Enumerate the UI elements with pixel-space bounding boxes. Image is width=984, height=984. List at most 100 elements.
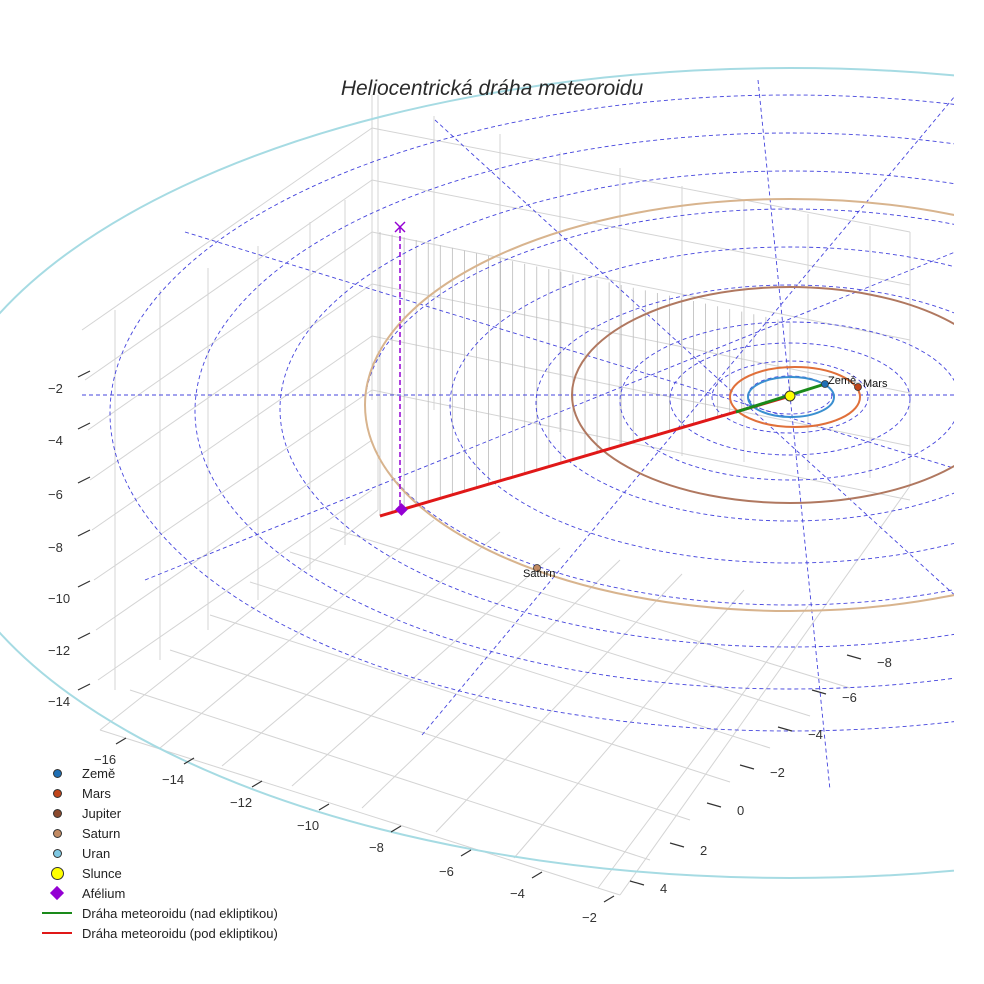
legend-symbol (40, 923, 74, 943)
axis-grid (81, 95, 911, 896)
legend-item[interactable]: Země (40, 763, 278, 783)
ref-line (184, 231, 954, 469)
mars-label: Mars (863, 378, 888, 390)
legend-label: Mars (82, 785, 111, 801)
x-tick-mark (183, 757, 195, 765)
ref-circle (364, 208, 954, 606)
legend: Země Mars Jupiter Saturn Uran Slunce Afélium Dr… (40, 763, 278, 943)
aphelion-marker (395, 503, 408, 516)
y-tick-label: −4 (808, 727, 823, 742)
legend-label: Jupiter (82, 805, 122, 821)
y-tick-label: −8 (877, 655, 892, 670)
ref-circle (194, 132, 954, 690)
y-tick-label: −6 (842, 690, 857, 705)
x-tick-label: −4 (510, 886, 525, 901)
ref-line (757, 79, 831, 791)
legend-item[interactable]: Mars (40, 783, 278, 803)
ecliptic-reference-grid (82, 79, 954, 791)
legend-item[interactable]: Saturn (40, 823, 278, 843)
mars-marker (854, 383, 862, 391)
ref-circle (449, 246, 954, 564)
legend-item[interactable]: Uran (40, 843, 278, 863)
saturn-label: Saturn (523, 568, 555, 580)
x-tick-mark (115, 737, 127, 745)
sun-marker (784, 390, 796, 402)
z-tick-mark (77, 422, 91, 430)
ref-line (434, 119, 954, 596)
legend-symbol (40, 903, 74, 923)
y-tick-mark (811, 689, 827, 695)
legend-item[interactable]: Jupiter (40, 803, 278, 823)
x-tick-label: −16 (94, 752, 116, 767)
legend-item[interactable]: Dráha meteoroidu (pod ekliptikou) (40, 923, 278, 943)
z-tick-label: −14 (48, 694, 70, 709)
x-tick-mark (603, 895, 615, 903)
x-tick-mark (251, 780, 263, 788)
x-tick-mark (460, 849, 472, 857)
legend-label: Saturn (82, 825, 121, 841)
y-tick-mark (777, 726, 793, 732)
legend-symbol (40, 883, 74, 903)
legend-symbol (40, 783, 74, 803)
saturn-marker (533, 564, 541, 572)
jupiter-orbit (571, 286, 954, 504)
z-tick-label: −2 (48, 381, 63, 396)
legend-symbol (40, 843, 74, 863)
mars-orbit (729, 366, 861, 428)
trajectory-below-ecliptic (379, 394, 791, 518)
y-tick-label: −2 (770, 765, 785, 780)
legend-symbol (40, 803, 74, 823)
chart-title: Heliocentrická dráha meteoroidu (341, 77, 644, 100)
ref-circle (711, 360, 869, 434)
trajectory-above-ecliptic (735, 382, 826, 414)
legend-item[interactable]: Afélium (40, 883, 278, 903)
x-tick-mark (531, 871, 543, 879)
y-tick-label: 4 (660, 881, 667, 896)
uranus-orbit (0, 67, 954, 879)
legend-label: Dráha meteoroidu (nad ekliptikou) (82, 905, 278, 921)
ref-circle (535, 284, 954, 522)
legend-label: Afélium (82, 885, 126, 901)
ref-circle (279, 170, 954, 648)
legend-symbol (40, 823, 74, 843)
ref-circle (669, 342, 911, 456)
earth-label: Země (828, 375, 856, 387)
x-tick-mark (390, 825, 402, 833)
y-tick-mark (846, 654, 862, 660)
x-tick-label: −14 (162, 772, 184, 787)
x-tick-label: −6 (439, 864, 454, 879)
y-tick-label: 0 (737, 803, 744, 818)
z-tick-mark (77, 683, 91, 691)
z-tick-mark (77, 476, 91, 484)
z-tick-mark (77, 370, 91, 378)
ref-line (144, 251, 954, 581)
z-tick-label: −8 (48, 540, 63, 555)
x-tick-label: −2 (582, 910, 597, 925)
ref-line (421, 96, 954, 736)
z-tick-label: −10 (48, 591, 70, 606)
legend-item[interactable]: Dráha meteoroidu (nad ekliptikou) (40, 903, 278, 923)
legend-label: Uran (82, 845, 111, 861)
x-tick-mark (318, 803, 330, 811)
y-tick-mark (629, 880, 645, 886)
z-tick-label: −12 (48, 643, 70, 658)
earth-orbit (747, 376, 835, 418)
legend-label: Země (82, 765, 116, 781)
y-tick-mark (739, 764, 755, 770)
y-tick-mark (669, 842, 685, 848)
saturn-orbit (364, 198, 954, 612)
z-tick-label: −4 (48, 433, 63, 448)
legend-label: Dráha meteoroidu (pod ekliptikou) (82, 925, 278, 941)
y-tick-mark (706, 802, 722, 808)
z-tick-label: −6 (48, 487, 63, 502)
projection-lines (379, 232, 791, 516)
x-tick-label: −8 (369, 840, 384, 855)
x-axis: −16 −14 −12 −10 −8 −6 −4 −2 (94, 737, 615, 925)
x-tick-label: −12 (230, 795, 252, 810)
legend-item[interactable]: Slunce (40, 863, 278, 883)
z-axis: −2 −4 −6 −8 −10 −12 −14 (48, 370, 91, 709)
z-tick-mark (77, 580, 91, 588)
legend-symbol (40, 763, 74, 783)
earth-marker (821, 380, 829, 388)
